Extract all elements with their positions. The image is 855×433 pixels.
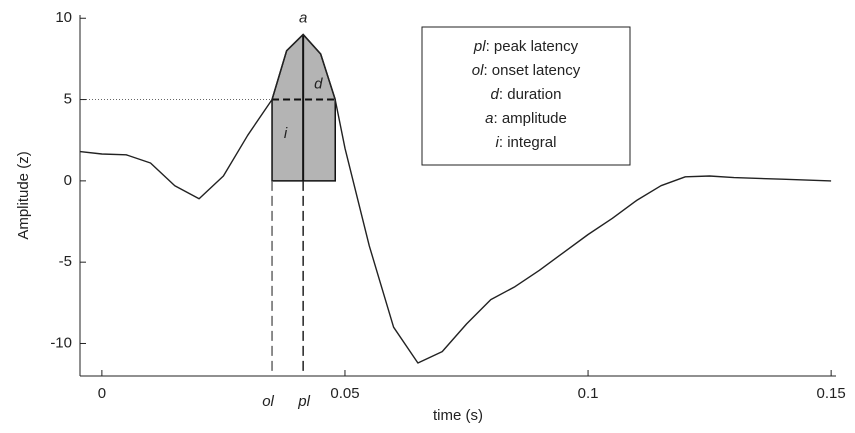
legend-entry: a: amplitude (485, 110, 567, 127)
y-tick-label: 0 (64, 172, 72, 189)
legend-entry: pl: peak latency (473, 38, 579, 55)
legend-box (421, 26, 631, 166)
legend-symbol: a (485, 110, 493, 127)
signal-line (79, 33, 832, 364)
x-axis-label: time (s) (433, 407, 483, 424)
y-tick-label: 10 (55, 9, 72, 26)
y-axis-label: Amplitude (z) (15, 151, 32, 239)
x-tick-label: 0 (98, 385, 106, 402)
x-tick-label: 0.05 (330, 385, 359, 402)
annotation-i: i (284, 125, 288, 142)
annotation-a: a (299, 9, 307, 26)
x-tick-label: 0.1 (578, 385, 599, 402)
annotation-d: d (314, 76, 323, 93)
legend-text: : integral (499, 134, 557, 151)
legend-text: : duration (499, 86, 562, 103)
y-tick-label: -10 (50, 334, 72, 351)
annotation-ol: ol (262, 393, 274, 410)
legend-entry: ol: onset latency (472, 62, 581, 79)
x-tick-label: 0.15 (817, 385, 846, 402)
legend-symbol: d (491, 86, 500, 103)
legend-entry: i: integral (496, 134, 557, 151)
annotation-pl: pl (297, 393, 310, 410)
y-tick-label: -5 (59, 253, 72, 270)
legend-text: : amplitude (493, 110, 566, 127)
legend-symbol: ol (472, 62, 484, 79)
y-tick-label: 5 (64, 91, 72, 108)
legend-entry: d: duration (491, 86, 562, 103)
legend-symbol: i (496, 134, 500, 151)
legend-text: : peak latency (486, 38, 579, 55)
legend-text: : onset latency (483, 62, 580, 79)
legend-symbol: pl (473, 38, 486, 55)
